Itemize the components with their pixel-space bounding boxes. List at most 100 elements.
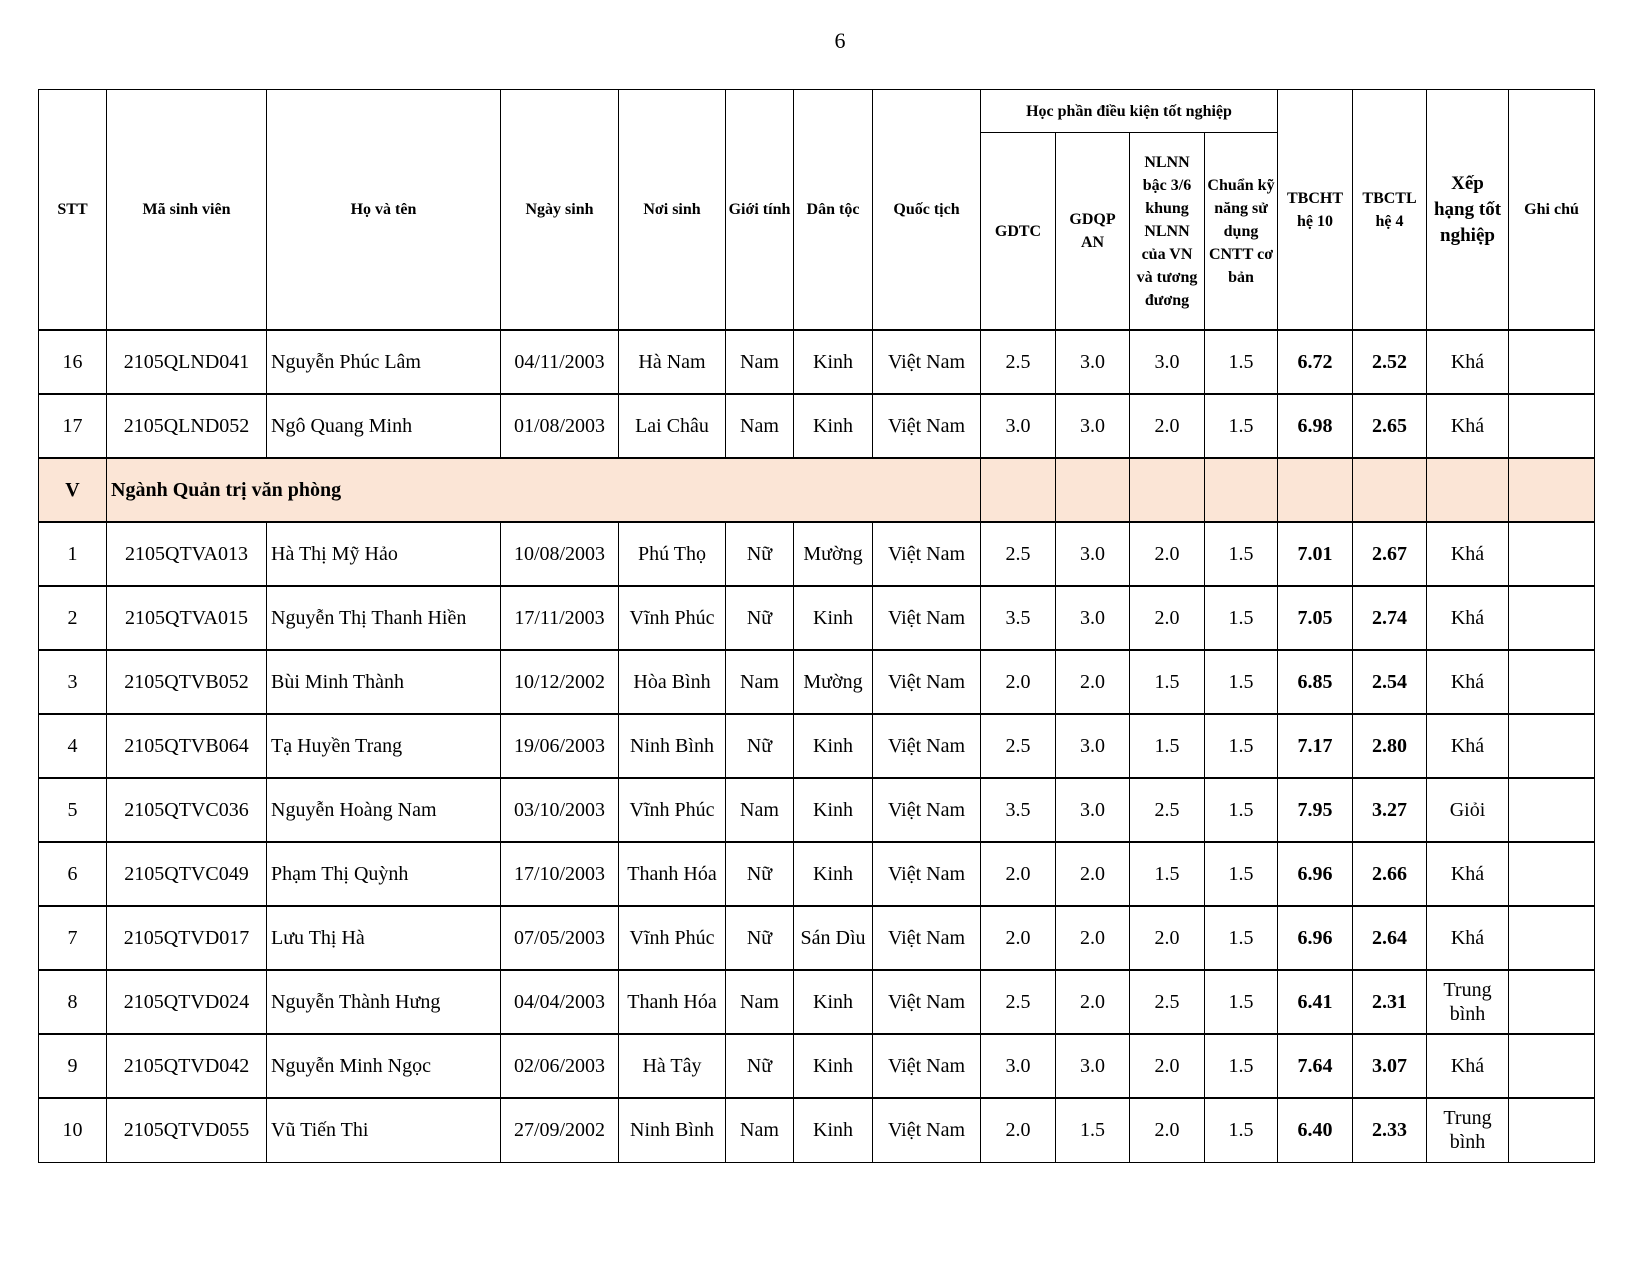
graduation-table: STT Mã sinh viên Họ và tên Ngày sinh Nơi…: [38, 89, 1596, 1163]
cell-rank: Khá: [1426, 585, 1510, 651]
cell-nlnn: 2.0: [1129, 393, 1205, 459]
cell-name: Hà Thị Mỹ Hảo: [266, 521, 501, 587]
cell-name: Nguyễn Phúc Lâm: [266, 329, 501, 395]
cell-nlnn: 1.5: [1129, 713, 1205, 779]
cell-stt: 17: [38, 393, 107, 459]
cell-gender: Nữ: [725, 713, 794, 779]
header-gdtc: GDTC: [980, 132, 1056, 331]
cell-tbctl: 2.80: [1352, 713, 1428, 779]
table-row: 3 2105QTVB052 Bùi Minh Thành 10/12/2002 Hòa …: [38, 649, 1596, 715]
cell-stt: 10: [38, 1097, 107, 1163]
cell-stt: 4: [38, 713, 107, 779]
cell-gdqp: 3.0: [1055, 713, 1130, 779]
header-nationality: Quốc tịch: [872, 89, 981, 331]
cell-name: Lưu Thị Hà: [266, 905, 501, 971]
cell-cntt: 1.5: [1203, 1033, 1279, 1099]
cell-gdtc: 3.0: [980, 1033, 1056, 1099]
header-dob: Ngày sinh: [500, 89, 619, 331]
cell-nat: Việt Nam: [872, 777, 981, 843]
cell-note: [1508, 905, 1596, 971]
cell-rank: Khá: [1426, 841, 1510, 907]
header-gender: Giới tính: [725, 89, 794, 331]
cell-note: [1508, 393, 1596, 459]
cell-note: [1508, 649, 1596, 715]
cell-nat: Việt Nam: [872, 393, 981, 459]
cell-eth: Sán Dìu: [793, 905, 873, 971]
cell-place: Vĩnh Phúc: [618, 905, 726, 971]
header-rank: Xếp hạng tốt nghiệp: [1426, 89, 1510, 331]
cell-gdqp: 2.0: [1055, 841, 1130, 907]
cell-nat: Việt Nam: [872, 905, 981, 971]
cell-gdtc: 2.0: [980, 1097, 1056, 1163]
cell-stt: 1: [38, 521, 107, 587]
cell-nlnn: 2.5: [1129, 969, 1205, 1035]
header-student-id: Mã sinh viên: [106, 89, 267, 331]
cell-cntt: 1.5: [1203, 521, 1279, 587]
cell-rank: Giỏi: [1426, 777, 1510, 843]
cell-rank: Trung bình: [1426, 1097, 1510, 1163]
cell-gender: Nữ: [725, 841, 794, 907]
cell-rank: Khá: [1426, 649, 1510, 715]
cell-stt: 7: [38, 905, 107, 971]
cell-dob: 19/06/2003: [500, 713, 619, 779]
cell-eth: Kinh: [793, 585, 873, 651]
cell-dob: 02/06/2003: [500, 1033, 619, 1099]
cell-tbcht: 6.96: [1277, 905, 1354, 971]
cell-tbcht: 7.95: [1277, 777, 1354, 843]
table-row: 17 2105QLND052 Ngô Quang Minh 01/08/2003 Lai…: [38, 393, 1596, 459]
cell-gender: Nữ: [725, 521, 794, 587]
cell-nlnn: 2.0: [1129, 585, 1205, 651]
cell-gdtc: 2.5: [980, 329, 1056, 395]
cell-eth: Kinh: [793, 777, 873, 843]
cell-gdqp: 3.0: [1055, 329, 1130, 395]
cell-gdtc: 3.5: [980, 585, 1056, 651]
cell-name: Vũ Tiến Thi: [266, 1097, 501, 1163]
cell-id: 2105QTVA013: [106, 521, 267, 587]
cell-nlnn: 2.5: [1129, 777, 1205, 843]
cell-gdqp: 2.0: [1055, 649, 1130, 715]
cell-dob: 04/04/2003: [500, 969, 619, 1035]
table-row: 9 2105QTVD042 Nguyễn Minh Ngọc 02/06/2003 Hà…: [38, 1033, 1596, 1099]
cell-gdtc: 2.5: [980, 969, 1056, 1035]
cell-tbctl: 2.74: [1352, 585, 1428, 651]
cell-gdqp: 3.0: [1055, 393, 1130, 459]
cell-place: Vĩnh Phúc: [618, 585, 726, 651]
cell-stt: 8: [38, 969, 107, 1035]
cell-nat: Việt Nam: [872, 1033, 981, 1099]
cell-eth: Mường: [793, 649, 873, 715]
cell-tbcht: 7.05: [1277, 585, 1354, 651]
cell-stt: 9: [38, 1033, 107, 1099]
cell-id: 2105QTVC049: [106, 841, 267, 907]
cell-rank: Trung bình: [1426, 969, 1510, 1035]
cell-gdqp: 3.0: [1055, 777, 1130, 843]
cell-tbctl: 2.64: [1352, 905, 1428, 971]
cell-gdqp: 2.0: [1055, 905, 1130, 971]
cell-id: 2105QTVA015: [106, 585, 267, 651]
cell-nat: Việt Nam: [872, 585, 981, 651]
table-row: 8 2105QTVD024 Nguyễn Thành Hưng 04/04/2003 T…: [38, 969, 1596, 1035]
cell-name: Bùi Minh Thành: [266, 649, 501, 715]
cell-dob: 10/12/2002: [500, 649, 619, 715]
cell-dob: 01/08/2003: [500, 393, 619, 459]
cell-tbcht: 6.85: [1277, 649, 1354, 715]
cell-name: Ngô Quang Minh: [266, 393, 501, 459]
cell-tbcht: 7.64: [1277, 1033, 1354, 1099]
cell-cntt: 1.5: [1203, 841, 1279, 907]
cell-name: Nguyễn Thành Hưng: [266, 969, 501, 1035]
cell-gdqp: 2.0: [1055, 969, 1130, 1035]
table-row: 10 2105QTVD055 Vũ Tiến Thi 27/09/2002 Ninh B…: [38, 1097, 1596, 1163]
cell-stt: 6: [38, 841, 107, 907]
cell-rank: Khá: [1426, 393, 1510, 459]
cell-nat: Việt Nam: [872, 969, 981, 1035]
cell-cntt: 1.5: [1203, 713, 1279, 779]
page-number: 6: [834, 28, 846, 53]
cell-cntt: 1.5: [1203, 905, 1279, 971]
cell-place: Hòa Bình: [618, 649, 726, 715]
cell-tbcht: 7.01: [1277, 521, 1354, 587]
cell-place: Lai Châu: [618, 393, 726, 459]
cell-id: 2105QTVD024: [106, 969, 267, 1035]
header-ethnicity: Dân tộc: [793, 89, 873, 331]
cell-tbctl: 2.31: [1352, 969, 1428, 1035]
section-stt: V: [38, 457, 107, 523]
cell-nlnn: 2.0: [1129, 905, 1205, 971]
